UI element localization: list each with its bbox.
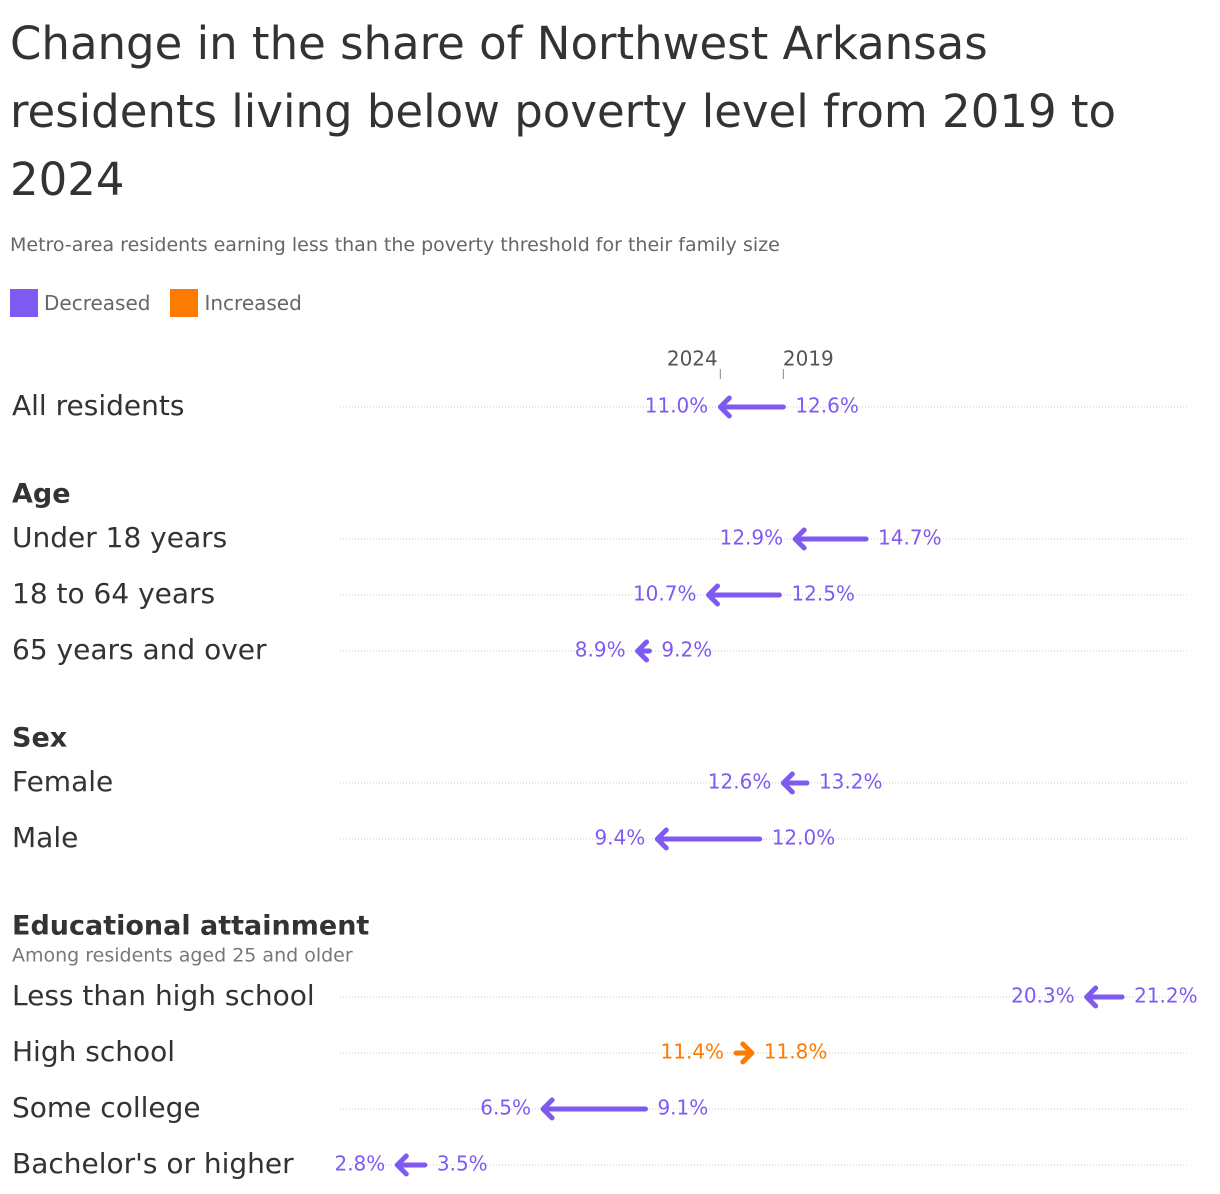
group-note: Among residents aged 25 and older [12,945,353,967]
chart-subtitle: Metro-area residents earning less than t… [10,234,780,256]
value-label: 10.7% [633,582,697,606]
value-label: 12.6% [795,394,859,418]
legend-item: Decreased [10,289,150,317]
arrow-head [705,583,720,607]
row-label: All residents [12,389,184,422]
value-label: 12.9% [720,526,784,550]
value-label: 2.8% [334,1152,385,1176]
value-label: 21.2% [1134,984,1198,1008]
legend-swatch [10,289,38,317]
value-label: 11.0% [645,394,709,418]
arrow-head [1084,985,1099,1009]
row-label: Male [12,821,78,854]
value-label: 6.5% [480,1096,531,1120]
value-label: 12.0% [772,826,836,850]
legend-label: Decreased [44,291,151,315]
row-label: 65 years and over [12,633,267,666]
row-label: Less than high school [12,979,315,1012]
value-label: 11.4% [661,1040,725,1064]
row-label: Some college [12,1091,201,1124]
row-label: 18 to 64 years [12,577,215,610]
value-label: 14.7% [878,526,942,550]
chart-title: Change in the share of Northwest Arkansa… [10,17,1117,206]
legend: Decreased Increased [10,289,302,317]
value-label: 3.5% [437,1152,488,1176]
group-heading: Age [12,479,71,510]
arrow-head [540,1097,555,1121]
group-heading: Educational attainment [12,911,369,942]
arrow-head [792,527,807,551]
row-label: Bachelor's or higher [12,1147,294,1180]
value-label: 9.1% [657,1096,708,1120]
value-label: 12.6% [708,770,772,794]
column-label: 2024 [667,347,718,371]
legend-label: Increased [204,291,302,315]
value-label: 12.5% [791,582,855,606]
value-label: 9.4% [594,826,645,850]
value-label: 9.2% [661,638,712,662]
arrow-head [635,639,650,663]
row-label: High school [12,1035,175,1068]
arrow-head [780,771,795,795]
value-label: 11.8% [764,1040,828,1064]
value-label: 13.2% [819,770,883,794]
group-heading: Sex [12,723,67,754]
arrow-head [740,1041,755,1065]
legend-swatch [170,289,199,317]
legend-item: Increased [170,289,302,317]
value-label: 20.3% [1011,984,1075,1008]
arrow-head [717,395,732,419]
row-label: Under 18 years [12,521,227,554]
row-label: Female [12,765,113,798]
value-label: 8.9% [575,638,626,662]
arrow-head [394,1153,409,1177]
column-label: 2019 [783,347,834,371]
arrow-head [654,827,669,851]
